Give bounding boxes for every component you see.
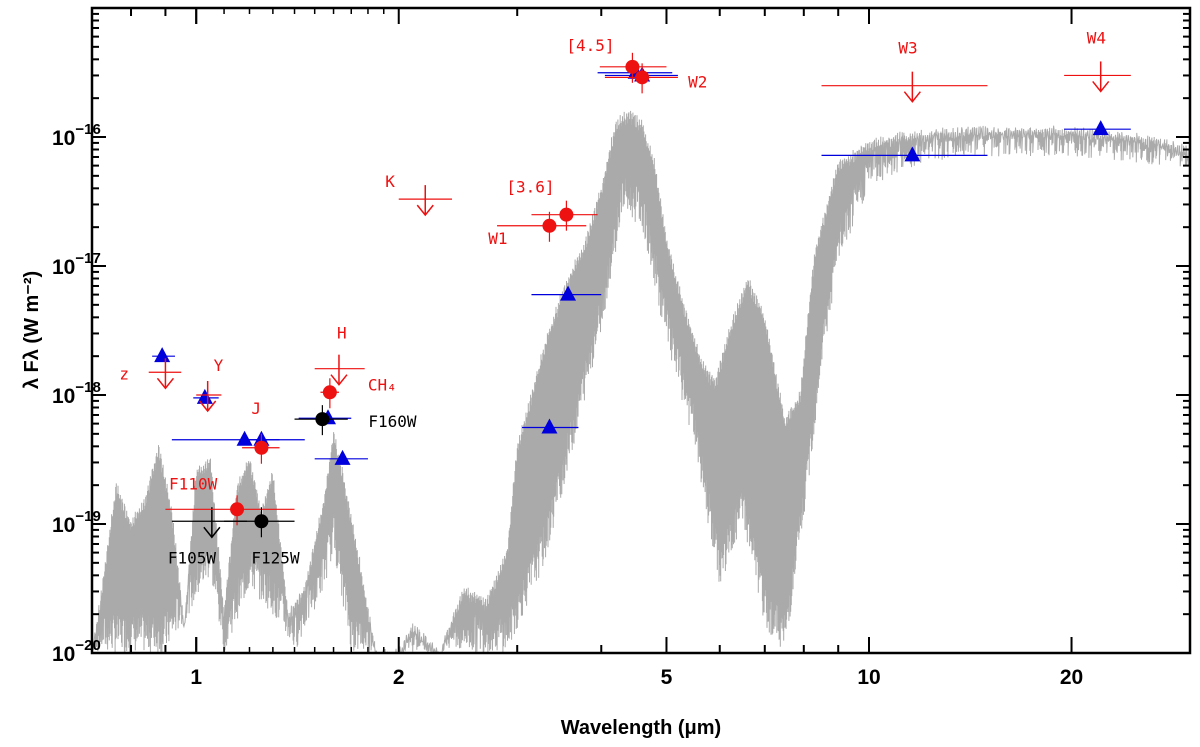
- synthetic-point: [171, 430, 305, 446]
- synthetic-point: [531, 285, 602, 301]
- triangle-marker: [541, 418, 558, 434]
- upper-limit-arrow: [156, 377, 175, 390]
- point-label: J: [251, 399, 261, 418]
- y-tick-label: 10−16: [52, 121, 101, 150]
- upper-limit-point: [398, 185, 453, 217]
- x-tick-label: 1: [190, 666, 202, 689]
- x-tick-label: 2: [393, 666, 405, 689]
- data-marker: [254, 514, 269, 529]
- data-marker: [542, 218, 557, 233]
- x-axis-title: Wavelength (μm): [561, 717, 721, 739]
- point-label: F110W: [169, 474, 218, 493]
- photometry-point: [294, 405, 348, 436]
- data-marker: [322, 385, 337, 400]
- upper-limit-point: [314, 354, 365, 386]
- upper-limit-arrow: [1092, 80, 1110, 93]
- upper-limit-point: [821, 71, 988, 103]
- triangle-marker: [904, 146, 921, 162]
- y-tick-label: 10−17: [52, 250, 101, 279]
- synthetic-point: [314, 449, 368, 465]
- photometry-point: [497, 211, 587, 242]
- triangle-marker: [196, 388, 213, 404]
- point-label: z: [119, 364, 129, 383]
- y-axis-title: λ Fλ (W m⁻²): [21, 271, 43, 389]
- point-label: [4.5]: [566, 36, 614, 55]
- point-label: Y: [214, 356, 224, 375]
- point-label: H: [337, 324, 347, 343]
- triangle-marker: [334, 449, 351, 465]
- plot-frame: [90, 6, 1192, 655]
- triangle-marker: [560, 285, 577, 301]
- synthetic-point: [152, 347, 176, 363]
- photometry-point: [224, 507, 295, 538]
- photometry-point: [604, 63, 678, 94]
- point-label: [3.6]: [506, 178, 554, 197]
- upper-limit-arrow: [203, 526, 221, 539]
- synthetic-point: [193, 388, 219, 404]
- point-label: W2: [688, 72, 707, 91]
- synthetic-point: [522, 418, 579, 434]
- upper-limit-point: [148, 358, 182, 390]
- point-label: F125W: [251, 548, 300, 567]
- point-label: W4: [1087, 28, 1106, 47]
- data-marker: [254, 440, 269, 455]
- x-tick-label: 20: [1060, 666, 1083, 689]
- upper-limit-point: [1064, 61, 1131, 93]
- point-label: K: [385, 172, 395, 191]
- y-tick-label: 10−18: [52, 379, 101, 408]
- data-marker: [625, 59, 640, 74]
- synthetic-point: [821, 146, 988, 162]
- x-tick-label: 10: [857, 666, 880, 689]
- triangle-marker: [154, 347, 171, 363]
- upper-limit-arrow: [903, 91, 921, 103]
- data-marker: [230, 502, 245, 517]
- point-label: W1: [488, 229, 507, 248]
- photometry-point: [242, 433, 280, 464]
- point-label: F160W: [368, 412, 417, 431]
- synthetic-point: [1064, 120, 1131, 136]
- y-tick-label: 10−20: [52, 637, 101, 666]
- upper-limit-arrow: [199, 400, 217, 413]
- model-spectrum-line: [92, 110, 1190, 653]
- photometry-point: [599, 52, 667, 83]
- point-label: W3: [898, 39, 917, 58]
- photometry-point: [320, 378, 339, 409]
- data-marker: [315, 412, 330, 427]
- upper-limit-arrow: [416, 204, 434, 217]
- upper-limit-point: [196, 381, 222, 413]
- data-marker: [635, 70, 650, 85]
- x-tick-label: 5: [661, 666, 673, 689]
- data-marker: [559, 207, 574, 222]
- point-label: CH₄: [368, 375, 397, 394]
- point-label: F105W: [168, 548, 217, 567]
- y-tick-label: 10−19: [52, 508, 101, 537]
- triangle-marker: [236, 430, 253, 446]
- triangle-marker: [1092, 120, 1109, 136]
- photometry-point: [165, 495, 295, 526]
- upper-limit-arrow: [330, 374, 348, 386]
